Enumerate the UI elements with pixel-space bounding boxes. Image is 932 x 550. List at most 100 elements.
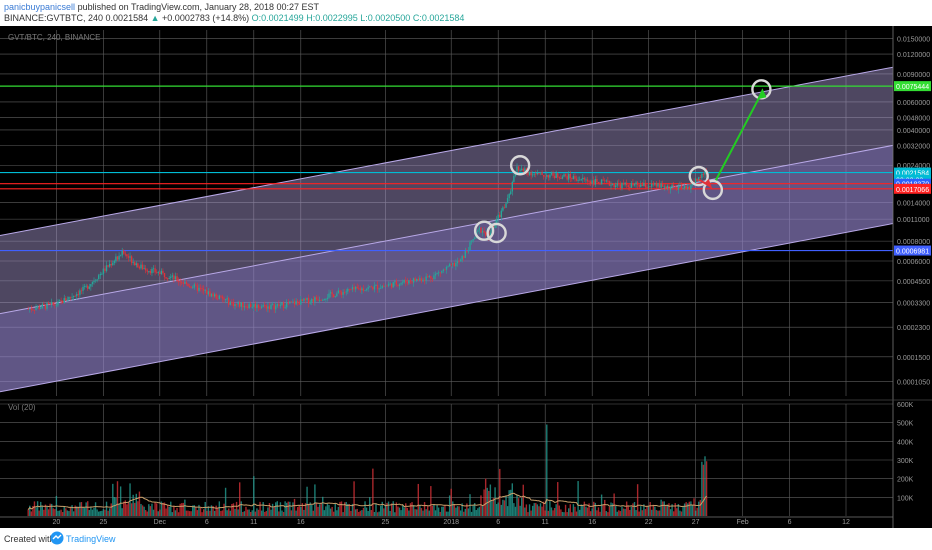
volume-bar <box>663 501 665 516</box>
candle-body <box>275 305 277 310</box>
candle-body <box>318 299 321 301</box>
volume-bar <box>513 503 515 516</box>
tradingview-brand-link[interactable]: TradingView <box>66 534 116 544</box>
chart-area[interactable]: 0.0150000 0.0120000 0.0090000 0.0075444 0.00… <box>0 26 932 528</box>
volume-bar <box>193 505 195 516</box>
volume-bar <box>234 508 236 516</box>
candle-body <box>130 256 133 263</box>
price-tag-label: 0.0075444 <box>896 84 929 91</box>
candle-body <box>448 264 451 267</box>
volume-bar <box>489 484 492 516</box>
candle-body <box>694 178 697 184</box>
candle-body <box>220 295 222 297</box>
candle-body <box>649 186 651 188</box>
candle-body <box>494 223 496 229</box>
volume-bar <box>704 456 706 516</box>
candle-body <box>687 187 689 189</box>
candle-body <box>403 280 405 283</box>
candle-body <box>256 304 258 309</box>
volume-bar <box>320 502 322 516</box>
volume-bar <box>622 508 625 516</box>
candle-body <box>481 230 484 233</box>
x-tick-label: Feb <box>737 519 749 526</box>
volume-bar <box>680 511 683 516</box>
volume-bar <box>116 481 119 516</box>
candle-body <box>398 284 401 286</box>
candle-body <box>527 171 529 175</box>
candle-body <box>698 177 700 181</box>
candle-body <box>566 175 568 180</box>
volume-bar <box>306 486 308 516</box>
volume-bar <box>271 503 274 516</box>
volume-bar <box>152 509 155 516</box>
volume-bar <box>311 504 313 516</box>
volume-bar <box>265 510 268 516</box>
last-price: 0.0021584 <box>105 13 149 23</box>
volume-bar <box>649 502 651 516</box>
candle-body <box>259 307 261 309</box>
volume-bar <box>611 503 614 516</box>
candle-body <box>237 302 239 305</box>
candle-body <box>35 307 37 310</box>
volume-bar <box>621 506 623 516</box>
volume-bar <box>209 510 211 516</box>
candle-body <box>119 255 122 257</box>
candle-body <box>353 287 355 290</box>
volume-bar <box>387 501 390 516</box>
candle-body <box>74 295 76 297</box>
candle-body <box>356 286 358 289</box>
regression-channel <box>0 66 894 393</box>
candle-body <box>88 286 90 289</box>
volume-bar <box>177 512 180 516</box>
y-tick-label: 0.0090000 <box>897 72 930 79</box>
y-tick-label: 0.0011000 <box>897 217 930 224</box>
highlight-circle <box>688 165 709 187</box>
candle-body <box>123 250 125 254</box>
candle-body <box>422 279 424 282</box>
chart-canvas[interactable]: 0.0150000 0.0120000 0.0090000 0.0075444 0.00… <box>0 26 932 528</box>
candle-body <box>152 268 155 270</box>
candle-body <box>116 256 119 260</box>
candle-body <box>594 179 597 185</box>
volume-bar <box>87 501 89 516</box>
volume-bar <box>694 510 697 516</box>
candle-body <box>325 299 327 300</box>
volume-bar <box>132 494 134 516</box>
candle-body <box>243 306 246 308</box>
volume-bar <box>140 503 142 516</box>
candle-body <box>85 285 87 287</box>
author-link[interactable]: panicbuypanicsell <box>4 2 76 12</box>
volume-bar <box>90 506 92 516</box>
candle-body <box>450 264 452 265</box>
candle-body <box>585 179 587 181</box>
volume-bar <box>46 506 48 516</box>
candle-body <box>301 299 304 301</box>
candle-body <box>423 279 426 281</box>
candle-body <box>666 185 669 189</box>
candle-body <box>146 270 148 272</box>
volume-bar <box>624 508 626 516</box>
volume-bar <box>658 510 661 516</box>
volume-bar <box>334 503 336 516</box>
volume-bar <box>221 510 224 516</box>
candle-body <box>513 176 515 182</box>
candle-body <box>618 183 620 185</box>
candle-body <box>135 263 137 266</box>
candle-body <box>701 174 703 178</box>
candle-body <box>32 309 34 311</box>
candle-body <box>99 274 101 276</box>
volume-bar <box>582 504 584 516</box>
candle-body <box>625 182 628 186</box>
candle-body <box>345 291 347 293</box>
candle-body <box>408 280 410 284</box>
volume-bar <box>354 509 357 516</box>
candle-body <box>676 187 678 190</box>
volume-bar <box>431 505 434 516</box>
price-tag-label: 0.0017066 <box>896 187 929 194</box>
volume-bar <box>292 502 294 516</box>
y-tick-label: 0.0004500 <box>897 279 930 286</box>
candle-body <box>33 309 36 311</box>
y-tick-label: 0.0032000 <box>897 143 930 150</box>
candle-body <box>533 173 535 175</box>
volume-bar <box>478 506 481 516</box>
